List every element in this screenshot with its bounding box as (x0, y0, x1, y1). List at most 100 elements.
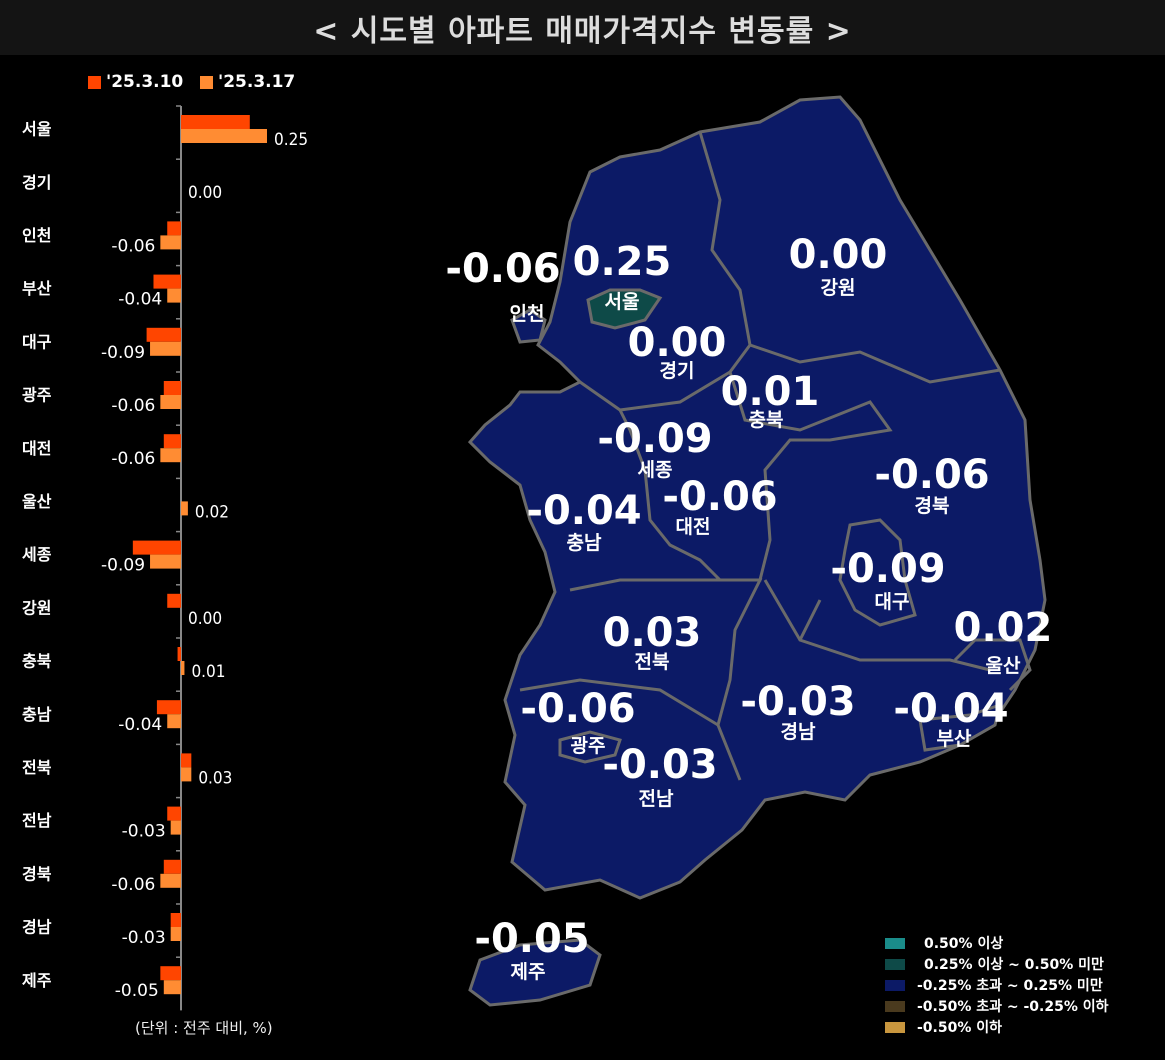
bar-prev (163, 381, 181, 395)
region-value: -0.03 (740, 679, 855, 725)
region-value: -0.06 (445, 246, 560, 292)
data-label: -0.09 (101, 343, 145, 363)
legend-label: '25.3.17 (218, 72, 296, 92)
jeju-island (468, 938, 602, 1007)
bar-curr (181, 501, 188, 516)
map-legend-item: 0.25% 이상 ~ 0.50% 미만 (885, 954, 1104, 974)
bar-prev (170, 913, 181, 927)
bar-curr (167, 288, 181, 303)
bar-curr (170, 820, 181, 835)
bar-prev (146, 327, 181, 342)
region-name: 울산 (986, 655, 1021, 677)
region-name: 전남 (639, 788, 674, 810)
legend-swatch (885, 979, 905, 991)
bar-chart: 서울 0.25 경기 0.00 인천 -0.06 부산 -0.04 대구 -0.09 광주 -0.06… (22, 105, 308, 1011)
daegu-region (838, 518, 917, 627)
bar-curr (181, 661, 185, 675)
category-label: 부산 (22, 279, 52, 298)
region-name: 광주 (571, 735, 606, 757)
region-name: 인천 (510, 303, 545, 325)
bar-prev (181, 753, 192, 768)
legend-swatch (885, 937, 905, 949)
region-name: 경북 (915, 495, 950, 517)
bar-prev (163, 859, 181, 874)
map-legend-item: -0.50% 이하 (885, 1017, 1002, 1037)
region-name: 부산 (937, 728, 972, 750)
data-label: -0.06 (111, 875, 155, 895)
region-value: -0.06 (874, 452, 989, 498)
bar-prev (167, 806, 181, 821)
region-value: 0.00 (789, 232, 888, 278)
legend-swatch (88, 75, 101, 89)
category-label: 광주 (22, 386, 52, 405)
bar-curr (181, 767, 192, 782)
region-name: 충남 (567, 532, 602, 554)
region-value: -0.04 (526, 488, 641, 534)
region-name: 전북 (635, 651, 670, 673)
bar-curr (167, 714, 181, 729)
category-label: 충남 (22, 705, 52, 724)
data-label: -0.05 (115, 981, 159, 1001)
bar-prev (167, 221, 181, 236)
map-shapes (467, 95, 1047, 1007)
bar-curr (160, 448, 181, 463)
bar-curr (160, 395, 181, 409)
region-value: -0.05 (474, 916, 589, 962)
incheon-island (510, 308, 547, 344)
bar-prev (167, 593, 181, 608)
data-label: 0.03 (198, 768, 232, 788)
region-value: -0.09 (830, 546, 945, 592)
bar-curr (170, 927, 181, 941)
region-name: 제주 (511, 961, 546, 983)
busan-region (918, 702, 1003, 752)
bar-prev (156, 700, 181, 715)
bar-prev (177, 647, 181, 661)
legend-label: 0.50% 이상 (924, 936, 1004, 952)
data-label: -0.04 (118, 715, 162, 735)
region-name: 경기 (660, 360, 695, 382)
bar-curr (163, 980, 181, 995)
province-borders (519, 131, 1001, 781)
data-label: 0.25 (274, 130, 308, 150)
legend-item-prev: '25.3.10 (88, 72, 183, 92)
legend-label: -0.50% 초과 ~ -0.25% 이하 (917, 999, 1109, 1015)
region-value: -0.09 (597, 416, 712, 462)
data-label: 0.01 (191, 662, 225, 682)
legend-item-curr: '25.3.17 (200, 72, 295, 92)
bar-prev (132, 540, 181, 555)
bar-curr (150, 341, 181, 356)
legend-label: '25.3.10 (106, 72, 184, 92)
seoul-region (586, 288, 663, 330)
bar-curr (150, 554, 181, 569)
bar-prev (153, 274, 181, 289)
data-label: 0.00 (188, 609, 222, 629)
region-value: -0.04 (893, 686, 1008, 732)
data-label: -0.06 (111, 449, 155, 469)
legend-swatch (885, 1021, 905, 1033)
region-name: 충북 (749, 409, 784, 431)
legend-label: -0.25% 초과 ~ 0.25% 미만 (917, 978, 1103, 994)
data-label: -0.03 (122, 822, 166, 842)
region-value: 0.00 (628, 320, 727, 366)
unit-note: (단위 : 전주 대비, %) (135, 1019, 273, 1037)
region-value: -0.06 (520, 686, 635, 732)
category-label: 대구 (22, 332, 52, 351)
legend-swatch (885, 1000, 905, 1012)
category-label: 인천 (22, 226, 51, 245)
data-label: -0.09 (101, 556, 145, 576)
bar-curr (160, 873, 181, 888)
gwangju-region (558, 730, 622, 764)
chart-title: < 시도별 아파트 매매가격지수 변동률 > (0, 0, 1165, 55)
category-label: 충북 (22, 652, 52, 671)
data-label: 0.00 (188, 183, 222, 203)
map-legend-item: 0.50% 이상 (885, 933, 1003, 953)
category-label: 경기 (22, 173, 51, 192)
legend-label: 0.25% 이상 ~ 0.50% 미만 (924, 957, 1104, 973)
region-name: 서울 (605, 291, 640, 313)
region-name: 대전 (676, 516, 711, 538)
map-legend-item: -0.25% 초과 ~ 0.25% 미만 (885, 975, 1103, 995)
region-name: 세종 (638, 459, 673, 481)
region-value: -0.03 (602, 742, 717, 788)
